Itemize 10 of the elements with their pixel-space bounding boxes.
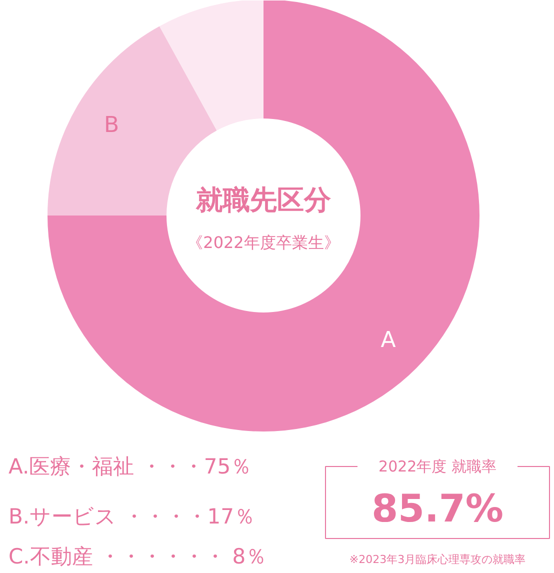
text: 2022年度 就職率: [378, 458, 496, 476]
text: C.不動産 ・・・・・・ 8％: [8, 544, 267, 568]
text: 85.7%: [372, 486, 504, 530]
text: 就職先区分: [195, 185, 332, 216]
slice-label: B: [104, 113, 120, 138]
text: 《2022年度卒業生》: [187, 233, 340, 252]
slice-label: A: [380, 328, 396, 353]
text: A.医療・福祉 ・・・75％: [8, 454, 252, 478]
text: ※2023年3月臨床心理専攻の就職率: [349, 553, 526, 566]
text: B.サービス ・・・・17％: [8, 504, 255, 528]
